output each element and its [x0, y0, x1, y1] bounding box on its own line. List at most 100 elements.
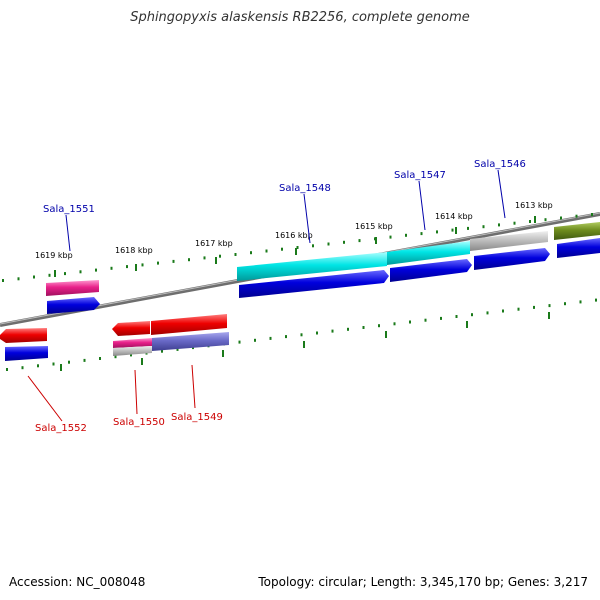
outer-scale-dot	[17, 277, 20, 281]
inner-scale-dot	[548, 304, 551, 308]
scale-major-tick	[385, 331, 387, 338]
inner-scale-dot	[455, 315, 458, 318]
inner-scale-dot	[269, 336, 272, 340]
cds-arrow-sala-1551[interactable]	[47, 297, 100, 314]
inner-scale-dot	[517, 307, 520, 311]
scale-major-tick	[303, 341, 305, 348]
gene-labels: Sala_1546 Sala_1547 Sala_1548 Sala_1551 …	[35, 159, 526, 434]
scale-major-tick	[54, 270, 56, 277]
gene-leader-lines	[27, 169, 506, 422]
outer-scale-dot	[482, 225, 485, 229]
outer-scale-dot	[33, 275, 35, 279]
inner-scale-dot	[238, 340, 241, 344]
scale-major-tick	[548, 312, 550, 319]
outer-scale-dot	[451, 228, 454, 232]
inner-scale-dot	[285, 335, 287, 339]
inner-scale-dot	[300, 333, 303, 337]
outer-scale-dot	[172, 259, 175, 263]
scale-major-ticks	[54, 216, 550, 371]
inner-scale-dot	[564, 302, 566, 306]
genome-summary-text: Topology: circular; Length: 3,345,170 bp…	[258, 575, 588, 589]
leader-sala-1549	[191, 364, 196, 409]
inner-scale-dot	[99, 357, 101, 360]
cds-arrow-sala-1552[interactable]	[0, 328, 47, 343]
scale-major-tick	[295, 248, 297, 255]
outer-scale-dot	[157, 261, 159, 265]
outer-scale-dot	[234, 253, 237, 256]
inner-scale-dot	[254, 338, 256, 342]
feature-blue-1552[interactable]	[5, 346, 48, 361]
inner-scale-dot	[316, 331, 318, 335]
scale-major-tick	[455, 227, 457, 234]
outer-scale-dot	[110, 266, 113, 270]
accession-text: Accession: NC_008048	[9, 575, 146, 589]
feature-track-lower	[5, 332, 229, 361]
inner-scale-dots	[6, 298, 597, 371]
gene-label-sala-1546[interactable]: Sala_1546	[474, 159, 526, 170]
scale-major-tick	[60, 364, 62, 371]
scale-major-tick	[141, 358, 143, 365]
genome-title: Sphingopyxis alaskensis RB2256, complete…	[130, 10, 470, 25]
cds-arrow-sala-1548[interactable]	[239, 270, 389, 298]
feature-cyan-1547[interactable]	[387, 241, 470, 265]
gene-label-sala-1551[interactable]: Sala_1551	[43, 204, 95, 215]
outer-scale-dot	[327, 242, 330, 246]
gene-label-sala-1549[interactable]: Sala_1549	[171, 412, 223, 423]
gene-label-sala-1547[interactable]: Sala_1547	[394, 170, 446, 181]
feature-cyan-1548[interactable]	[237, 252, 387, 281]
inner-scale-dot	[161, 349, 163, 353]
inner-scale-dot	[176, 347, 179, 351]
outer-scale-dot	[467, 226, 469, 230]
inner-scale-dot	[486, 311, 489, 315]
feature-track-upper	[46, 222, 600, 296]
tick-label-1614: 1614 kbp	[435, 212, 473, 221]
outer-scale-dot	[203, 256, 206, 260]
outer-scale-dot	[420, 232, 423, 236]
gene-label-sala-1548[interactable]: Sala_1548	[279, 183, 331, 194]
cds-arrow-sala-1549[interactable]	[151, 314, 227, 335]
tick-label-1616: 1616 kbp	[275, 231, 313, 240]
outer-scale-dots	[2, 213, 593, 282]
inner-scale-dot	[6, 368, 8, 371]
scale-major-tick	[375, 237, 377, 244]
feature-olive[interactable]	[554, 222, 600, 240]
tick-label-1615: 1615 kbp	[355, 222, 393, 231]
feature-magenta-1550[interactable]	[113, 338, 152, 348]
outer-scale-dot	[296, 246, 299, 249]
gene-label-sala-1550[interactable]: Sala_1550	[113, 417, 165, 428]
feature-magenta-1551[interactable]	[46, 280, 99, 296]
inner-scale-dot	[533, 305, 535, 309]
inner-scale-dot	[114, 355, 117, 359]
feature-gray[interactable]	[470, 231, 548, 251]
outer-scale-dot	[312, 244, 314, 248]
leader-sala-1547	[418, 180, 426, 231]
tick-label-1618: 1618 kbp	[115, 246, 153, 255]
leader-sala-1550	[134, 369, 138, 415]
outer-scale-dot	[219, 254, 221, 258]
outer-scale-dot	[591, 213, 593, 216]
leader-sala-1551	[65, 214, 71, 252]
cds-track-lower	[0, 314, 227, 343]
outer-scale-dot	[498, 223, 500, 227]
leader-sala-1546	[497, 169, 506, 219]
inner-scale-dot	[37, 364, 39, 368]
inner-scale-dot	[409, 320, 411, 324]
scale-major-tick	[215, 257, 217, 264]
outer-scale-dot	[79, 270, 82, 274]
scale-major-tick	[534, 216, 536, 223]
gene-label-sala-1552[interactable]: Sala_1552	[35, 423, 87, 434]
outer-scale-dot	[250, 251, 252, 255]
outer-scale-dot	[2, 279, 4, 282]
cds-arrow-sala-1550[interactable]	[112, 321, 150, 336]
inner-scale-dot	[595, 298, 597, 302]
feature-slate-1549[interactable]	[152, 332, 229, 351]
tick-label-1619: 1619 kbp	[35, 251, 73, 260]
inner-scale-dot	[378, 324, 380, 328]
cds-arrow-sala-1546[interactable]	[474, 248, 550, 270]
outer-scale-dot	[544, 218, 547, 222]
outer-scale-dot	[389, 235, 392, 239]
cds-arrow-right-edge[interactable]	[557, 238, 600, 258]
inner-scale-dot	[83, 358, 86, 362]
cds-arrow-sala-1547[interactable]	[390, 259, 472, 282]
feature-gray-1550[interactable]	[113, 346, 152, 356]
